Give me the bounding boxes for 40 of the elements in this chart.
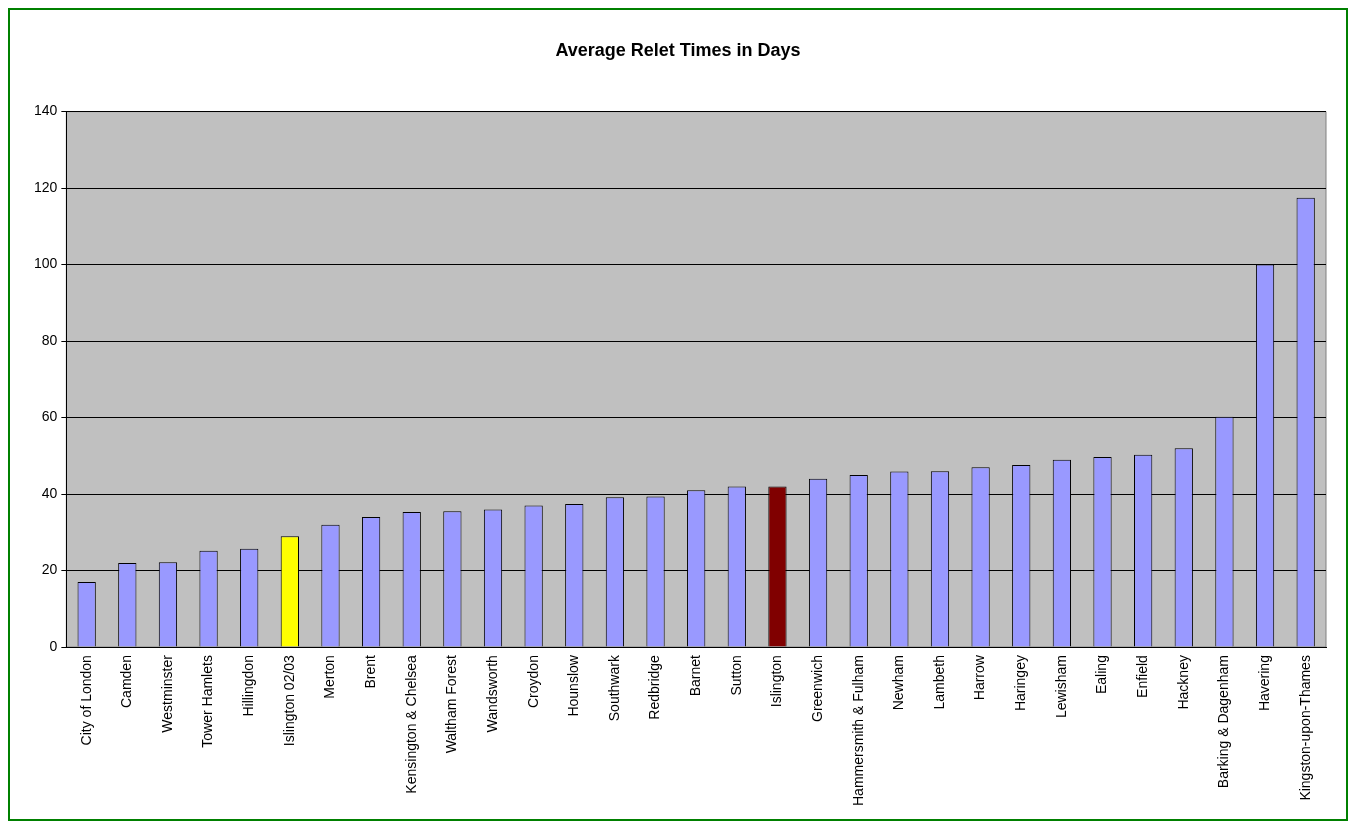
x-tick-label: Newham xyxy=(890,655,907,711)
y-tick-label: 80 xyxy=(41,331,58,348)
y-tick-label: 20 xyxy=(41,561,58,578)
x-tick-label: Wandsworth xyxy=(483,655,500,733)
x-tick-label: Harrow xyxy=(971,654,988,701)
y-tick-label: 120 xyxy=(34,178,58,195)
x-tick-label: Lewisham xyxy=(1052,655,1069,719)
x-tick-label: Kingston-upon-Thames xyxy=(1296,655,1313,801)
x-tick-label: Enfield xyxy=(1134,655,1151,698)
x-tick-label: Greenwich xyxy=(808,655,825,722)
x-tick-label: Camden xyxy=(118,655,135,708)
y-tick-label: 100 xyxy=(34,255,58,272)
chart-title: Average Relet Times in Days xyxy=(555,39,801,60)
x-tick-label: Haringey xyxy=(1012,655,1029,712)
x-tick-label: Hammersmith & Fulham xyxy=(849,655,866,806)
x-tick-label: Hillingdon xyxy=(240,655,257,717)
x-tick-label: Redbridge xyxy=(646,654,663,720)
x-tick-label: Lambeth xyxy=(930,655,947,710)
x-tick-label: Islington xyxy=(768,655,785,708)
x-tick-label: Croydon xyxy=(524,655,541,708)
x-tick-label: Merton xyxy=(321,655,338,699)
y-tick-label: 0 xyxy=(49,637,58,654)
y-tick-label: 140 xyxy=(34,102,58,119)
x-tick-label: Barking & Dagenham xyxy=(1215,655,1232,789)
x-tick-label: Havering xyxy=(1255,655,1272,712)
x-tick-label: Tower Hamlets xyxy=(199,655,216,748)
x-tick-label: City of London xyxy=(77,655,94,746)
x-tick-label: Waltham Forest xyxy=(443,654,460,754)
x-tick-label: Hackney xyxy=(1174,655,1191,710)
x-tick-label: Islington 02/03 xyxy=(280,654,297,747)
y-tick-label: 40 xyxy=(41,484,58,501)
x-tick-label: Westminster xyxy=(158,654,175,733)
x-tick-label: Kensington & Chelsea xyxy=(402,654,419,794)
x-tick-label: Hounslow xyxy=(565,654,582,717)
x-tick-label: Brent xyxy=(361,654,378,689)
x-tick-label: Sutton xyxy=(727,655,744,696)
x-tick-label: Barnet xyxy=(687,654,704,697)
y-tick-label: 60 xyxy=(41,408,58,425)
x-tick-label: Ealing xyxy=(1093,655,1110,694)
x-tick-label: Southwark xyxy=(605,654,622,722)
